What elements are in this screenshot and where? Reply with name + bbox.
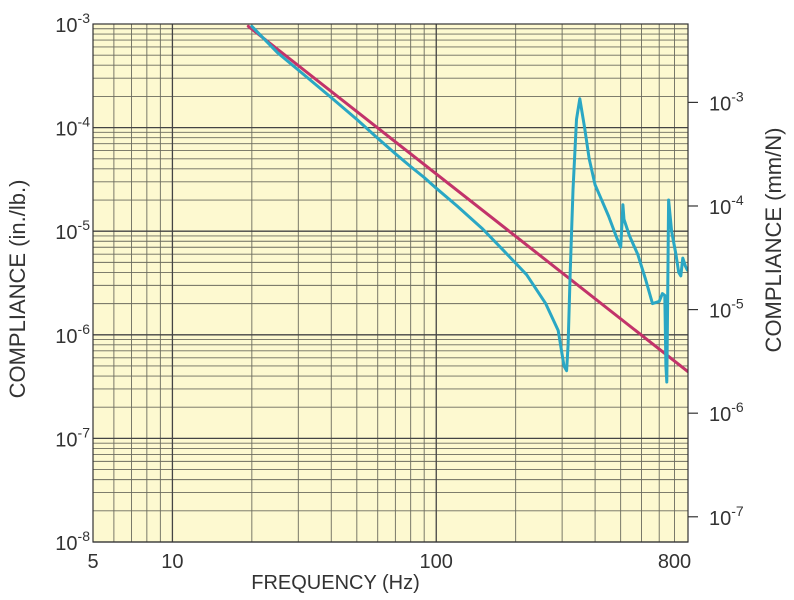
x-tick-label: 5 xyxy=(87,551,98,573)
series-line-2 xyxy=(250,24,688,384)
y-tick-label: 10-7 xyxy=(55,424,90,451)
minor-grid xyxy=(92,24,689,542)
x-tick-label: 10 xyxy=(161,551,183,573)
x-tick-labels: 5 10 100 800 xyxy=(87,551,691,573)
series-layer xyxy=(246,24,688,384)
y2-tick-label: 10-3 xyxy=(709,88,744,115)
y-tick-label: 10-8 xyxy=(55,528,90,555)
x-tick-label: 100 xyxy=(420,551,453,573)
y2-tick-marks xyxy=(688,101,698,518)
y2-tick-label: 10-6 xyxy=(709,399,744,426)
plot-frame xyxy=(92,23,689,543)
y-axis-title: COMPLIANCE (in./lb.) xyxy=(5,180,30,399)
x-tick-label: 800 xyxy=(658,551,691,573)
y2-tick-labels: 10-7 10-6 10-5 10-4 10-3 xyxy=(709,88,744,529)
y2-tick-label: 10-4 xyxy=(709,192,744,219)
y-tick-label: 10-3 xyxy=(55,10,90,37)
y-tick-label: 10-5 xyxy=(55,217,90,244)
series-line-1 xyxy=(246,24,688,374)
y2-axis-title: COMPLIANCE (mm/N) xyxy=(761,128,786,353)
y2-tick-label: 10-5 xyxy=(709,296,744,323)
y-tick-label: 10-6 xyxy=(55,321,90,348)
y2-tick-label: 10-7 xyxy=(709,503,744,530)
y-tick-labels: 10-8 10-7 10-6 10-5 10-4 10-3 xyxy=(55,10,90,555)
y-tick-label: 10-4 xyxy=(55,114,90,141)
plot-area xyxy=(93,24,688,542)
x-axis-title: FREQUENCY (Hz) xyxy=(251,572,420,594)
